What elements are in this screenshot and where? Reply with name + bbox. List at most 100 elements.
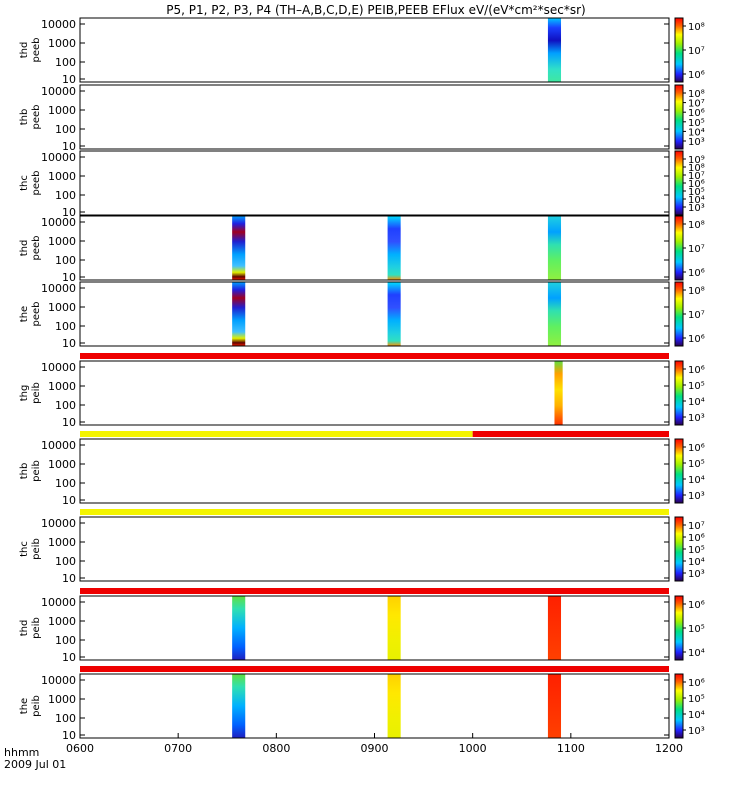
colorbar-label: 10⁵: [688, 381, 705, 392]
colorbar: [674, 595, 684, 661]
x-axis-date: 2009 Jul 01: [4, 758, 66, 771]
panel-frame: [79, 17, 670, 83]
panels: 10000100010010thdpeeb10⁸10⁷10⁶1000010001…: [19, 17, 705, 742]
panel-frame: [79, 595, 670, 661]
colorbar-label: 10³: [688, 569, 705, 580]
spectrogram-block: [232, 596, 246, 660]
y-tick-label: 1000: [48, 301, 76, 314]
y-tick-label: 10: [62, 416, 76, 429]
panel-thb-peib: 10000 1000 100 10 thbpeib 10⁶ 10⁵ 10⁴ 10³: [19, 438, 705, 507]
y-tick-label: 10: [62, 271, 76, 284]
colorbar-label: 10⁶: [688, 268, 705, 279]
colorbar: [674, 281, 684, 347]
panel-thg-peib: 10000 1000 100 10 thgpeib 10⁶ 10⁵ 10⁴ 10³: [19, 360, 705, 429]
spectrogram-block: [387, 282, 401, 346]
y-tick-label: 1000: [48, 458, 76, 471]
status-bar-segment: [472, 431, 669, 437]
spectrogram-block: [547, 216, 562, 280]
panel-label: thcpeib: [19, 538, 42, 560]
spectrogram-block: [232, 216, 246, 280]
panel-label: thbpeeb: [19, 105, 42, 130]
y-tick-label: 10: [62, 494, 76, 507]
x-tick-label: 1200: [655, 742, 683, 755]
y-tick-label: 10000: [41, 361, 76, 374]
colorbar-label: 10⁶: [688, 600, 705, 611]
colorbar-label: 10⁵: [688, 624, 705, 635]
colorbar-label: 10³: [688, 413, 705, 424]
y-tick-label: 10: [62, 337, 76, 350]
y-tick-label: 10000: [41, 216, 76, 229]
y-tick-label: 10000: [41, 517, 76, 530]
panel-frame: [79, 281, 670, 347]
status-bar-segment: [80, 353, 669, 359]
colorbar-label: 10⁷: [688, 99, 705, 110]
y-tick-label: 10000: [41, 18, 76, 31]
colorbar-label: 10⁸: [688, 163, 705, 174]
colorbar-label: 10⁴: [688, 475, 705, 486]
y-tick-label: 10: [62, 572, 76, 585]
y-tick-label: 100: [55, 123, 76, 136]
panel-frame: [79, 360, 670, 426]
y-tick-label: 100: [55, 320, 76, 333]
colorbar: [674, 438, 684, 504]
spectrogram-block: [232, 282, 246, 346]
colorbar-label: 10³: [688, 491, 705, 502]
panel-label: thepeib: [19, 695, 42, 717]
y-tick-label: 10: [62, 729, 76, 742]
y-tick-label: 1000: [48, 37, 76, 50]
y-tick-label: 10: [62, 140, 76, 153]
panel-label: thcpeeb: [19, 171, 42, 196]
spectrogram-block: [387, 596, 401, 660]
colorbar-label: 10⁷: [688, 521, 705, 532]
panel-frame: [79, 673, 670, 739]
x-tick-label: 0700: [164, 742, 192, 755]
colorbar-label: 10⁷: [688, 46, 705, 57]
colorbar: [674, 215, 684, 281]
panel-label: thepeeb: [19, 302, 42, 327]
panel-label: thgpeib: [19, 382, 42, 404]
panel-label: thbpeib: [19, 460, 42, 482]
y-tick-label: 100: [55, 56, 76, 69]
colorbar-label: 10⁶: [688, 108, 705, 119]
spectrogram-block: [232, 674, 246, 738]
spectrogram-block: [387, 674, 401, 738]
colorbar-label: 10⁸: [688, 89, 705, 100]
colorbar: [674, 360, 684, 426]
colorbar-label: 10⁸: [688, 22, 705, 33]
y-tick-label: 1000: [48, 170, 76, 183]
panel-frame: [79, 215, 670, 281]
y-tick-label: 10000: [41, 282, 76, 295]
colorbar: [674, 17, 684, 83]
colorbar-label: 10⁵: [688, 459, 705, 470]
colorbar-label: 10⁴: [688, 397, 705, 408]
colorbar: [674, 150, 684, 216]
spectrogram-block: [547, 596, 562, 660]
y-tick-label: 1000: [48, 235, 76, 248]
status-bar-segment: [80, 588, 669, 594]
status-bar-segment: [80, 431, 473, 437]
colorbar-label: 10⁸: [688, 286, 705, 297]
y-tick-label: 10000: [41, 674, 76, 687]
panel-thd-peeb: 10000 1000 100 10 thdpeeb 10⁸ 10⁷ 10⁶: [19, 215, 705, 284]
y-tick-label: 1000: [48, 615, 76, 628]
colorbar-label: 10⁷: [688, 310, 705, 321]
colorbar-label: 10⁴: [688, 127, 705, 138]
panel-thd-peeb: 10000 1000 100 10 thdpeeb 10⁸ 10⁷ 10⁶: [19, 17, 705, 86]
colorbar-label: 10⁶: [688, 365, 705, 376]
y-tick-label: 10: [62, 651, 76, 664]
y-tick-label: 1000: [48, 380, 76, 393]
colorbar: [674, 516, 684, 582]
colorbar-label: 10⁴: [688, 195, 705, 206]
y-tick-label: 100: [55, 555, 76, 568]
y-tick-label: 100: [55, 634, 76, 647]
spectrogram-block: [547, 282, 562, 346]
x-tick-label: 1100: [557, 742, 585, 755]
panel-frame: [79, 516, 670, 582]
panel-thd-peib: 10000 1000 100 10 thdpeib 10⁶ 10⁵ 10⁴: [19, 595, 705, 664]
x-tick-label: 0800: [262, 742, 290, 755]
colorbar-label: 10⁸: [688, 220, 705, 231]
panel-thc-peeb: 10000 1000 100 10 thcpeeb 10⁹10⁸10⁷10⁶10⁵10⁴1…: [19, 150, 705, 219]
spectrogram-block: [387, 216, 401, 280]
